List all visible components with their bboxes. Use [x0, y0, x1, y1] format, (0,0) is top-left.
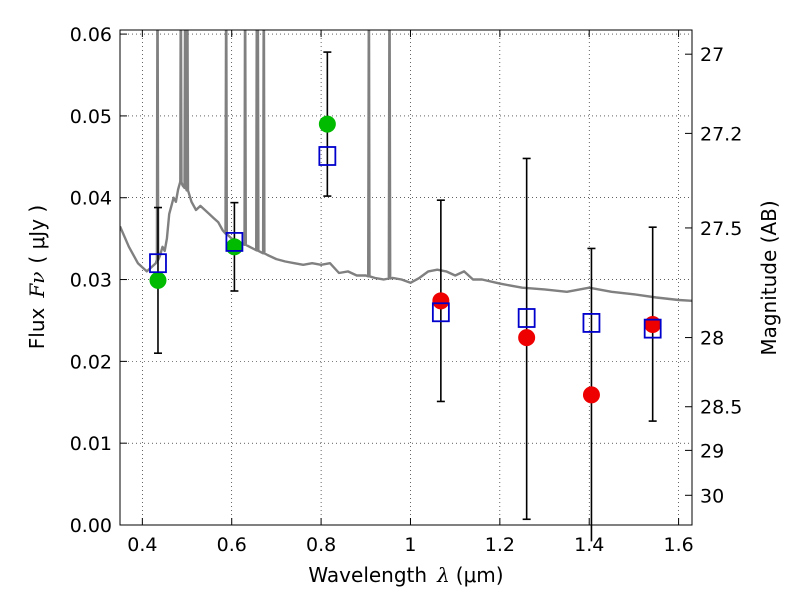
x-tick-label: 1 — [404, 534, 416, 556]
model-squares — [149, 146, 662, 339]
data-point — [518, 329, 536, 347]
x-axis-title: Wavelength λ (μm) — [308, 563, 503, 587]
model-square — [582, 313, 601, 333]
data-point — [582, 386, 600, 404]
grid — [120, 30, 692, 525]
magnitude-tick-label: 27 — [700, 44, 724, 66]
x-tick-label: 1.6 — [663, 534, 693, 556]
plot-frame — [119, 29, 693, 526]
magnitude-tick-label: 27.2 — [700, 123, 742, 145]
y-axis-title: FluxFν( μJy ) — [25, 205, 49, 349]
x-tick-label: 0.6 — [217, 534, 247, 556]
magnitude-axis-ticks: 27 27.2 27.5 28 28.5 29 30 — [685, 44, 742, 507]
magnitude-tick-label: 28 — [700, 328, 724, 350]
y-axis-ticks: 0.00 0.01 0.02 0.03 0.04 0.05 0.06 — [70, 24, 127, 537]
model-square — [431, 302, 450, 323]
y-tick-label: 0.03 — [70, 270, 112, 292]
magnitude-tick-label: 30 — [700, 485, 724, 507]
y-tick-label: 0.01 — [70, 433, 112, 455]
data-point — [318, 115, 336, 133]
error-bars — [153, 51, 657, 542]
y-tick-label: 0.06 — [70, 24, 112, 46]
data-point — [432, 292, 450, 310]
x-axis-ticks: 0.4 0.6 0.8 1 1.2 1.4 1.6 — [127, 30, 694, 556]
model-square — [225, 232, 244, 252]
data-point — [225, 238, 243, 256]
y-tick-label: 0.05 — [70, 106, 112, 128]
model-square — [149, 253, 167, 274]
template-spectrum-line — [120, 30, 692, 302]
model-square — [643, 318, 662, 339]
data-point — [149, 271, 167, 289]
x-tick-label: 0.4 — [127, 534, 157, 556]
x-tick-label: 1.4 — [574, 534, 604, 556]
magnitude-tick-label: 27.5 — [700, 218, 742, 240]
y-tick-label: 0.04 — [70, 188, 112, 210]
y-tick-label: 0.00 — [70, 515, 112, 537]
magnitude-tick-label: 29 — [700, 440, 724, 462]
magnitude-axis-title: Magnitude (AB) — [757, 200, 781, 355]
template-spectrum — [120, 30, 692, 302]
y-tick-label: 0.02 — [70, 351, 112, 373]
model-square — [517, 308, 536, 328]
x-tick-label: 0.8 — [306, 534, 336, 556]
model-square — [318, 146, 337, 166]
magnitude-tick-label: 28.5 — [700, 397, 742, 419]
x-tick-label: 1.2 — [485, 534, 515, 556]
